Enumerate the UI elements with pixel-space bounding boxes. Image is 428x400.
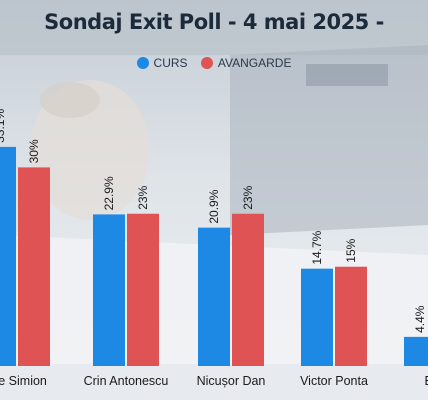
category-label-4: Elen (424, 374, 428, 388)
legend: CURS AVANGARDE (0, 56, 428, 72)
data-label-curs-3: 14.7% (310, 230, 324, 264)
bar-avangarde-3[interactable] (335, 266, 367, 366)
category-label-2: Nicușor Dan (197, 374, 266, 388)
legend-label-curs: CURS (153, 56, 188, 70)
legend-label-avangarde: AVANGARDE (217, 56, 292, 70)
chart-title: Sondaj Exit Poll - 4 mai 2025 - (44, 10, 384, 34)
category-label-3: Victor Ponta (300, 374, 368, 388)
bar-curs-3[interactable] (301, 268, 333, 366)
category-label-1: Crin Antonescu (84, 374, 169, 388)
data-label-avangarde-2: 23% (241, 185, 255, 209)
category-label-0: rge Simion (0, 374, 47, 388)
legend-item-avangarde[interactable]: AVANGARDE (200, 56, 292, 70)
data-label-avangarde-0: 30% (27, 139, 41, 163)
data-label-curs-4: 4.4% (413, 305, 427, 333)
bar-curs-4[interactable] (404, 336, 428, 366)
data-label-avangarde-3: 15% (344, 238, 358, 262)
data-label-curs-1: 22.9% (102, 176, 116, 210)
data-label-curs-0: 33.1% (0, 109, 7, 143)
bar-avangarde-0[interactable] (18, 167, 50, 366)
bar-avangarde-2[interactable] (232, 213, 264, 366)
legend-swatch-avangarde (200, 57, 213, 69)
bar-avangarde-1[interactable] (127, 213, 159, 366)
bar-curs-0[interactable] (0, 146, 16, 366)
bar-curs-1[interactable] (93, 214, 125, 366)
data-label-curs-2: 20.9% (207, 189, 221, 223)
legend-swatch-curs (136, 57, 149, 69)
data-label-avangarde-1: 23% (136, 185, 150, 209)
bar-curs-2[interactable] (198, 227, 230, 366)
legend-item-curs[interactable]: CURS (136, 56, 188, 70)
